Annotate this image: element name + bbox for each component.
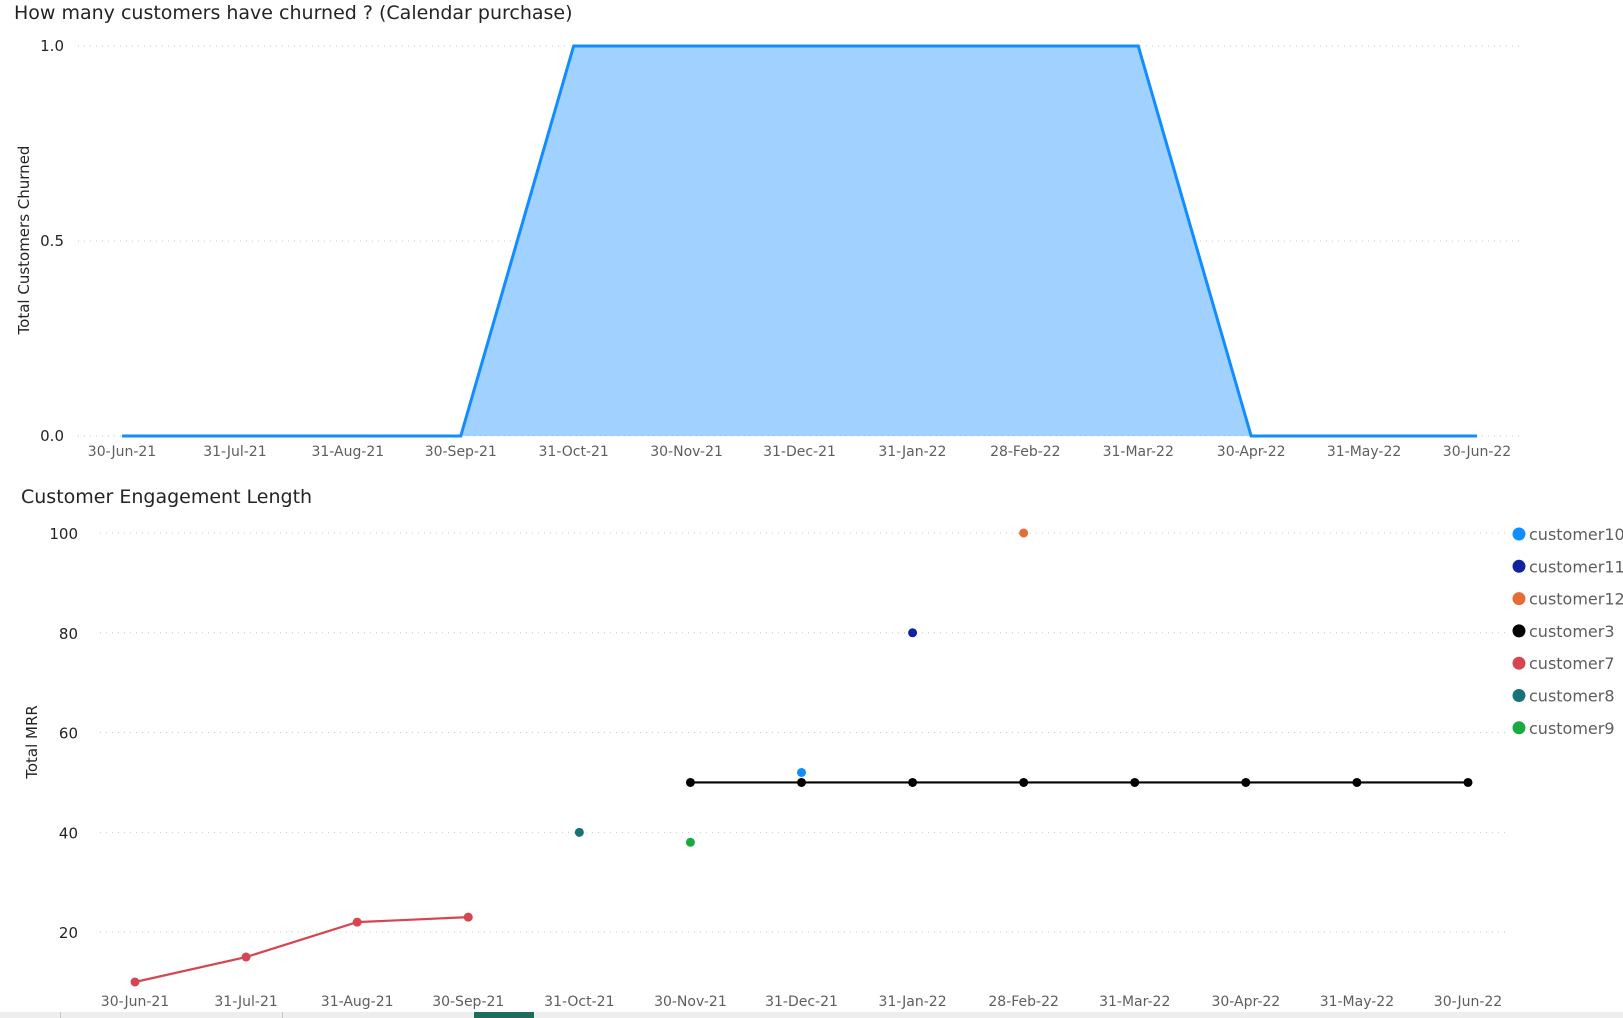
x-tick-label: 31-Aug-21	[321, 994, 394, 1010]
x-tick-label: 30-Jun-22	[1434, 994, 1502, 1010]
data-point-customer3	[1352, 777, 1362, 787]
x-tick-label: 30-Apr-22	[1211, 994, 1280, 1010]
x-tick-label: 30-Apr-22	[1217, 444, 1286, 460]
legend-label-customer8: customer8	[1529, 687, 1615, 706]
legend-label-customer3: customer3	[1529, 622, 1615, 641]
data-point-customer3	[797, 777, 806, 787]
x-tick-label: 31-Dec-21	[763, 444, 836, 460]
legend-marker-customer11	[1512, 559, 1526, 573]
x-tick-label: 31-Jul-21	[214, 994, 277, 1010]
page-tabs-bar	[0, 1012, 1623, 1018]
legend-label-customer9: customer9	[1529, 719, 1615, 738]
legend-marker-customer8	[1512, 689, 1526, 702]
data-point-customer3	[1463, 777, 1473, 787]
x-tick-label: 31-Mar-22	[1103, 444, 1174, 460]
data-point-customer3	[1241, 777, 1251, 787]
x-tick-label: 30-Nov-21	[654, 994, 727, 1010]
x-tick-label: 31-Dec-21	[765, 994, 838, 1010]
legend-label-customer10: customer10	[1529, 525, 1623, 544]
data-point-customer12	[1019, 528, 1029, 538]
y-tick-label: 1.0	[40, 37, 64, 55]
active-page-tab[interactable]	[474, 1012, 534, 1018]
tab-separator	[282, 1012, 283, 1018]
y-tick-label: 100	[49, 525, 78, 543]
area-line	[122, 44, 1477, 438]
data-point-customer9	[685, 837, 695, 847]
x-tick-label: 31-Jul-21	[203, 444, 266, 460]
data-point-customer3	[1019, 777, 1029, 787]
y-tick-label: 0.5	[40, 232, 64, 250]
y-tick-label: 60	[59, 725, 78, 743]
legend-marker-customer10	[1512, 527, 1526, 541]
data-point-customer7	[130, 977, 140, 987]
data-point-customer3	[908, 777, 918, 787]
x-tick-label: 31-Oct-21	[539, 444, 609, 460]
x-tick-label: 30-Sep-21	[432, 994, 504, 1010]
data-point-customer7	[352, 917, 362, 927]
x-tick-label: 31-May-22	[1327, 444, 1401, 460]
x-tick-label: 28-Feb-22	[988, 994, 1059, 1010]
y-tick-label: 80	[59, 625, 78, 643]
data-point-customer8	[574, 827, 584, 837]
legend-marker-customer9	[1512, 721, 1526, 735]
engagement-chart-title: Customer Engagement Length	[21, 486, 313, 508]
churn-area-chart: 0.0 0.5 1.0 30-Jun-21 31-Jul-21 31-Aug-21 30-…	[15, 37, 1520, 460]
x-tick-label: 30-Jun-21	[101, 994, 169, 1010]
churn-chart-title: How many customers have churned ? (Calen…	[14, 2, 573, 24]
data-point-customer3	[1130, 777, 1140, 787]
engagement-y-axis-title: Total MRR	[23, 705, 41, 780]
legend-marker-customer7	[1512, 656, 1526, 670]
x-tick-label: 31-May-22	[1320, 994, 1394, 1010]
x-tick-label: 30-Jun-22	[1443, 444, 1511, 460]
legend-label-customer12: customer12	[1529, 590, 1623, 609]
x-tick-label: 31-Mar-22	[1099, 994, 1170, 1010]
legend-marker-customer3	[1512, 624, 1526, 638]
y-tick-label: 20	[59, 924, 78, 942]
x-tick-label: 31-Oct-21	[544, 994, 614, 1010]
x-tick-label: 31-Jan-22	[878, 444, 946, 460]
x-tick-label: 31-Jan-22	[879, 994, 947, 1010]
x-tick-label: 30-Jun-21	[88, 444, 156, 460]
tab-separator	[60, 1012, 61, 1018]
data-point-customer10	[797, 767, 806, 777]
area-fill	[122, 46, 1477, 436]
series-line-customer7	[134, 916, 469, 984]
y-tick-label: 0.0	[40, 427, 64, 445]
data-point-customer7	[463, 912, 473, 922]
x-tick-label: 31-Aug-21	[311, 444, 384, 460]
x-tick-label: 30-Sep-21	[425, 444, 497, 460]
data-point-customer11	[908, 628, 918, 638]
y-tick-label: 40	[59, 824, 78, 842]
churn-y-axis-title: Total Customers Churned	[15, 146, 33, 336]
data-point-customer3	[685, 777, 695, 787]
legend-label-customer7: customer7	[1529, 654, 1615, 673]
data-point-customer7	[241, 952, 251, 962]
x-tick-label: 28-Feb-22	[990, 444, 1061, 460]
legend-label-customer11: customer11	[1529, 557, 1623, 576]
x-tick-label: 30-Nov-21	[650, 444, 723, 460]
legend-marker-customer12	[1512, 592, 1526, 606]
